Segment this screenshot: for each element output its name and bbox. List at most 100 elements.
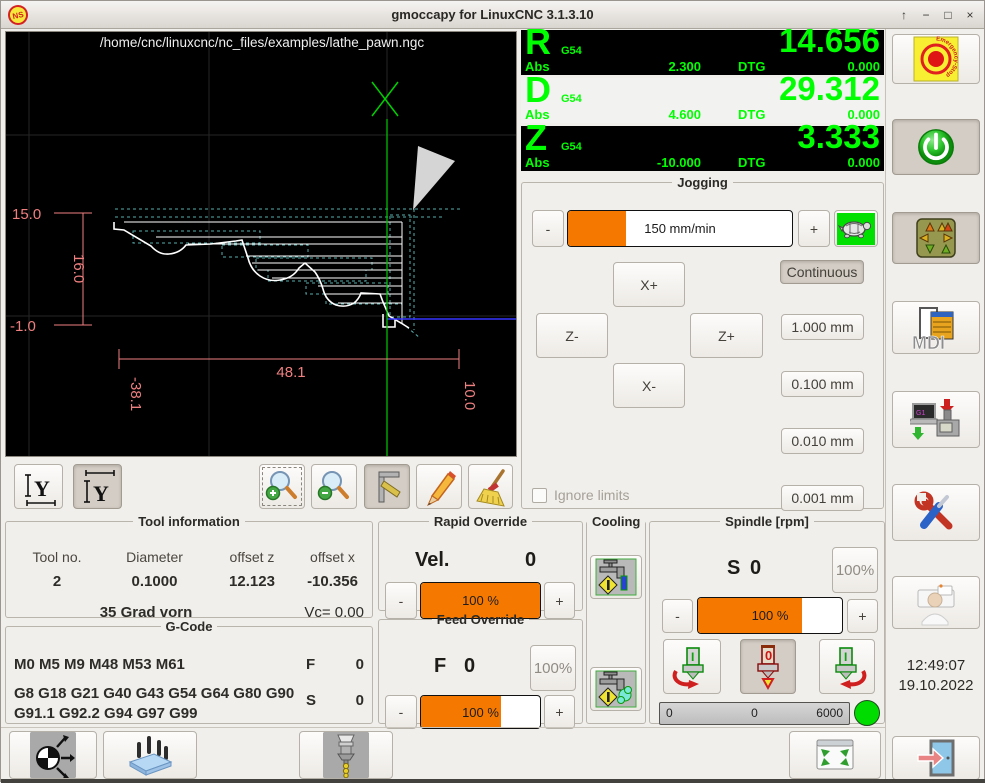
- feed-plus-button[interactable]: +: [544, 695, 575, 729]
- spindle-plus-button[interactable]: +: [847, 599, 878, 633]
- zoom-in-button[interactable]: [259, 464, 305, 509]
- toolholder-icon: [323, 732, 369, 778]
- tool-change-button[interactable]: [299, 731, 393, 779]
- spindle-override-fill: [698, 598, 802, 633]
- feed-value: 0: [464, 655, 476, 677]
- extents-dimensions: 15.0 16.0 -1.0 48.1 -38.1 10.0: [10, 206, 478, 411]
- jog-increment-0001mm-button[interactable]: 0.001 mm: [781, 485, 864, 511]
- jog-speed-minus-button[interactable]: -: [532, 210, 564, 247]
- show-dimensions-button[interactable]: [364, 464, 410, 509]
- feed-reset-100-button[interactable]: 100%: [530, 645, 576, 691]
- window-controls: ↑ − □ ×: [894, 1, 980, 29]
- vc-value: Vc= 0.00: [304, 604, 364, 621]
- spindle-right-button[interactable]: I: [819, 639, 875, 694]
- fullscreen-button[interactable]: [789, 731, 881, 779]
- jog-x-minus-button[interactable]: X-: [613, 363, 685, 408]
- close-window-button[interactable]: ×: [966, 8, 974, 22]
- pawn-contour: [113, 222, 410, 329]
- feed-label: F: [434, 655, 447, 677]
- user-tabs-button[interactable]: [892, 576, 980, 629]
- tool-no-value: 2: [52, 573, 62, 590]
- checkbox-box: [532, 487, 547, 503]
- jog-z-minus-button[interactable]: Z-: [536, 313, 608, 358]
- edit-gcode-button[interactable]: [416, 464, 462, 509]
- bottom-action-bar: [1, 727, 885, 779]
- jog-increment-001mm-button[interactable]: 0.010 mm: [781, 428, 864, 454]
- manual-mode-button[interactable]: [892, 212, 980, 264]
- tools-icon: [914, 491, 953, 529]
- shade-window-button[interactable]: ↑: [901, 8, 907, 22]
- axis-letter: R: [525, 21, 551, 62]
- dro-subline: Abs 2.300 DTG 0.000: [521, 59, 884, 74]
- scale-max: 6000: [816, 706, 843, 720]
- clock-date: 19.10.2022: [898, 677, 974, 694]
- mdi-mode-button[interactable]: MDI: [892, 301, 980, 354]
- spindle-stop-button[interactable]: 0: [740, 639, 796, 694]
- spindle-left-button[interactable]: I: [663, 639, 721, 694]
- estop-button[interactable]: Emergency-Stop: [892, 34, 980, 84]
- touch-off-button[interactable]: [9, 731, 97, 779]
- spindle-speed-scale: 0 0 6000: [659, 702, 850, 725]
- clock-time: 12:49:07: [906, 657, 966, 674]
- turtle-jog-button[interactable]: [834, 210, 878, 247]
- dim-length-total: 48.1: [276, 364, 305, 381]
- dtg-label: DTG: [738, 59, 766, 74]
- jog-z-plus-button[interactable]: Z+: [690, 313, 763, 358]
- tool-info-panel: Tool information Tool no. Diameter offse…: [5, 514, 373, 621]
- spindle-override-bar[interactable]: 100 %: [697, 597, 843, 634]
- spindle-ccw-icon: I: [672, 646, 704, 689]
- spindle-left-glyph: I: [691, 650, 694, 664]
- dimension-relative-button[interactable]: Y: [73, 464, 122, 509]
- axis-value: 14.656: [779, 22, 880, 59]
- spindle-reset-100-button[interactable]: 100%: [832, 547, 878, 593]
- clock: 12:49:07 19.10.2022: [886, 656, 985, 696]
- jog-x-plus-button[interactable]: X+: [613, 262, 685, 307]
- dtg-label: DTG: [738, 155, 766, 170]
- settings-button[interactable]: [892, 484, 980, 541]
- zoom-out-icon: [317, 470, 349, 500]
- maximize-window-button[interactable]: □: [944, 8, 952, 22]
- spindle-panel: Spindle [rpm] S 0 100% - 100 % + I 0: [649, 514, 885, 726]
- contour-end: [382, 314, 396, 328]
- active-m-codes: M0 M5 M9 M48 M53 M61: [14, 656, 185, 673]
- zoom-out-button[interactable]: [311, 464, 357, 509]
- dro-axis-d[interactable]: D G54 29.312 Abs 4.600 DTG 0.000: [521, 69, 884, 123]
- minimize-window-button[interactable]: −: [922, 8, 930, 22]
- ignore-limits-checkbox[interactable]: Ignore limits: [532, 487, 629, 503]
- dim-length-right: 10.0: [461, 381, 478, 410]
- jog-increment-01mm-button[interactable]: 0.100 mm: [781, 371, 864, 397]
- flood-coolant-button[interactable]: [590, 555, 642, 599]
- machine-on-button[interactable]: [892, 119, 980, 175]
- spindle-right-glyph: I: [844, 650, 847, 664]
- feed-minus-button[interactable]: -: [385, 695, 417, 729]
- feed-override-fill: [421, 696, 501, 728]
- dimension-offsets-button[interactable]: Y: [14, 464, 63, 509]
- clear-plot-button[interactable]: [468, 464, 513, 509]
- dro-axis-z[interactable]: Z G54 3.333 Abs -10.000 DTG 0.000: [521, 117, 884, 171]
- dtg-value: 0.000: [847, 107, 880, 122]
- jog-speed-bar[interactable]: 150 mm/min: [567, 210, 793, 247]
- axis-value: 3.333: [797, 118, 880, 155]
- tool-info-table: Tool no. Diameter offset z offset x 2 0.…: [12, 549, 368, 590]
- touch-plate-icon: [128, 736, 173, 776]
- flood-icon: [595, 558, 637, 596]
- jog-speed-plus-button[interactable]: +: [798, 210, 830, 247]
- dro-axis-r[interactable]: R G54 14.656 Abs 2.300 DTG 0.000: [521, 21, 884, 75]
- spindle-minus-button[interactable]: -: [662, 599, 693, 633]
- rapid-override-title: Rapid Override: [433, 514, 528, 529]
- dtg-value: 0.000: [847, 155, 880, 170]
- gcode-preview[interactable]: /home/cnc/linuxcnc/nc_files/examples/lat…: [5, 31, 517, 457]
- auto-mode-button[interactable]: G1: [892, 391, 980, 448]
- exit-door-icon: [917, 739, 955, 777]
- jog-increment-1mm-button[interactable]: 1.000 mm: [781, 314, 864, 340]
- spindle-cw-icon: I: [835, 646, 867, 689]
- exit-button[interactable]: [892, 736, 980, 780]
- jog-continuous-toggle[interactable]: Continuous: [780, 260, 864, 284]
- offset-z-value: 12.123: [229, 573, 275, 590]
- feed-override-bar[interactable]: 100 %: [420, 695, 541, 729]
- touch-plate-button[interactable]: [103, 731, 197, 779]
- mist-coolant-button[interactable]: [590, 667, 642, 711]
- scale-min: 0: [666, 706, 673, 720]
- diameter-value: 0.1000: [131, 573, 178, 590]
